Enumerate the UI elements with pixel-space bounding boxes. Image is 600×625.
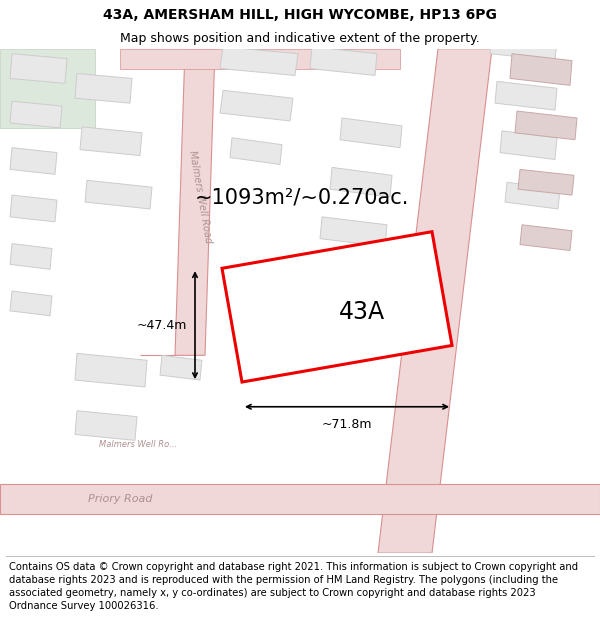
Polygon shape: [10, 195, 57, 222]
Polygon shape: [505, 182, 560, 209]
Polygon shape: [160, 356, 202, 380]
Polygon shape: [80, 127, 142, 156]
Polygon shape: [0, 484, 600, 514]
Text: Malmers Well Ro...: Malmers Well Ro...: [99, 440, 177, 449]
Polygon shape: [220, 47, 298, 76]
Text: ~47.4m: ~47.4m: [137, 319, 187, 332]
Polygon shape: [490, 32, 557, 61]
Polygon shape: [10, 101, 62, 128]
Text: ~1093m²/~0.270ac.: ~1093m²/~0.270ac.: [195, 187, 409, 207]
Text: Contains OS data © Crown copyright and database right 2021. This information is : Contains OS data © Crown copyright and d…: [9, 562, 578, 611]
Polygon shape: [10, 54, 67, 83]
Polygon shape: [495, 81, 557, 110]
Polygon shape: [320, 217, 387, 246]
Polygon shape: [175, 49, 215, 356]
Polygon shape: [75, 411, 137, 441]
Text: Priory Road: Priory Road: [88, 494, 152, 504]
Text: Amersham Hill: Amersham Hill: [398, 266, 438, 346]
Polygon shape: [10, 244, 52, 269]
Polygon shape: [222, 232, 452, 382]
Text: 43A, AMERSHAM HILL, HIGH WYCOMBE, HP13 6PG: 43A, AMERSHAM HILL, HIGH WYCOMBE, HP13 6…: [103, 8, 497, 22]
Polygon shape: [515, 111, 577, 140]
Polygon shape: [230, 138, 282, 164]
Polygon shape: [378, 49, 492, 553]
Polygon shape: [518, 169, 574, 195]
Polygon shape: [75, 74, 132, 103]
Bar: [0, 49, 95, 128]
Polygon shape: [85, 180, 152, 209]
Polygon shape: [500, 131, 557, 159]
Polygon shape: [10, 148, 57, 174]
Polygon shape: [330, 168, 392, 197]
Polygon shape: [340, 118, 402, 148]
Polygon shape: [75, 353, 147, 387]
Polygon shape: [310, 47, 377, 76]
Text: 43A: 43A: [339, 300, 385, 324]
Polygon shape: [220, 90, 293, 121]
Text: ~71.8m: ~71.8m: [322, 418, 372, 431]
Text: Map shows position and indicative extent of the property.: Map shows position and indicative extent…: [120, 31, 480, 44]
Polygon shape: [10, 291, 52, 316]
Polygon shape: [120, 49, 400, 69]
Polygon shape: [510, 54, 572, 86]
Text: Malmers Well Road: Malmers Well Road: [187, 150, 213, 244]
Polygon shape: [520, 225, 572, 251]
